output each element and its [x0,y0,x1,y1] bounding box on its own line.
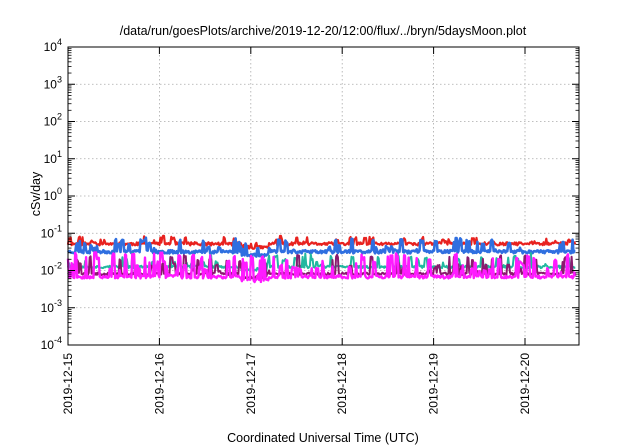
grid [67,46,579,346]
x-tick-label: 2019-12-17 [244,353,258,415]
chart-title: /data/run/goesPlots/archive/2019-12-20/1… [120,24,527,38]
y-tick-label: 10-3 [41,298,62,315]
series-line [66,251,577,284]
ticks [67,46,579,346]
x-tick-label: 2019-12-16 [152,353,166,415]
tick-labels: 10-4 10-3 10-2 10-1 100 101 102 103 104 2019-12-1… [41,37,532,414]
y-axis-label: cSv/day [29,171,43,216]
y-tick-label: 10-2 [41,261,62,278]
y-tick-label: 101 [44,149,62,166]
x-tick-label: 2019-12-18 [335,353,349,415]
y-tick-label: 103 [44,74,62,91]
y-tick-label: 104 [44,37,62,54]
x-tick-label: 2019-12-15 [61,353,75,415]
series-line [66,234,577,251]
y-tick-label: 100 [44,186,62,203]
x-tick-label: 2019-12-20 [518,353,532,415]
y-tick-label: 102 [44,112,62,129]
series-line [67,236,576,259]
x-tick-label: 2019-12-19 [427,353,441,415]
x-axis-label: Coordinated Universal Time (UTC) [227,431,419,445]
y-tick-label: 10-1 [41,223,62,240]
series-group [66,234,577,284]
y-tick-label: 10-4 [41,335,62,352]
